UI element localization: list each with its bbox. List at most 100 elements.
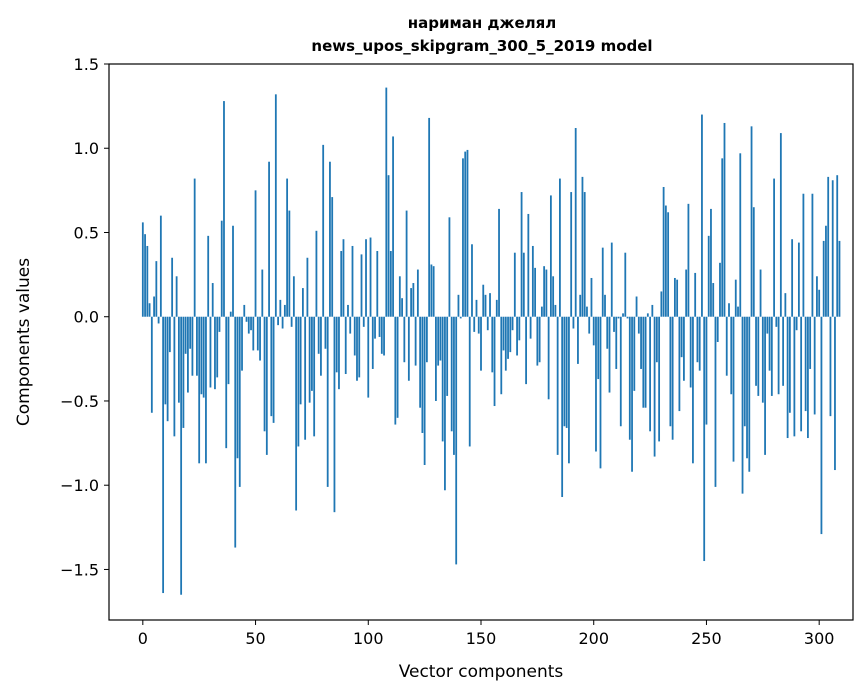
bar (513, 252, 516, 317)
y-tick-label: 1.0 (74, 139, 99, 158)
bar (259, 316, 261, 361)
bar (453, 316, 455, 455)
bar (507, 316, 509, 359)
bar (486, 316, 489, 331)
bar (554, 304, 557, 317)
bar (347, 304, 349, 317)
bar (547, 316, 550, 400)
bar (308, 316, 311, 403)
x-tick-label: 200 (578, 629, 609, 648)
bar (793, 316, 796, 437)
bar (421, 316, 424, 433)
x-tick-label: 250 (691, 629, 722, 648)
bar (439, 316, 442, 361)
bar (658, 316, 661, 442)
bar (604, 294, 606, 317)
bar (205, 316, 207, 464)
bar (378, 316, 381, 337)
bar (173, 316, 176, 437)
bar (297, 316, 300, 447)
bar (326, 316, 329, 487)
bar (468, 316, 471, 447)
bar (428, 117, 431, 317)
bar (168, 316, 171, 353)
bar (410, 288, 413, 317)
bar (229, 311, 232, 317)
bar (549, 195, 552, 317)
bar (252, 316, 255, 351)
bar (236, 316, 239, 459)
bar (531, 245, 534, 317)
bar (689, 316, 692, 388)
bar (725, 316, 728, 376)
bar (619, 316, 622, 427)
bar (511, 316, 514, 331)
bar (268, 161, 270, 317)
bar (739, 153, 742, 317)
bar (358, 316, 361, 378)
bar (340, 251, 343, 317)
y-axis-label: Components values (14, 258, 34, 426)
bar (425, 316, 428, 363)
bar (177, 316, 180, 403)
bar (220, 220, 223, 317)
bar (153, 296, 155, 317)
bar (809, 316, 812, 369)
bar (502, 316, 505, 351)
bar (716, 316, 719, 342)
bar (270, 316, 273, 417)
bar (306, 257, 309, 317)
bar (351, 245, 354, 317)
bar (525, 316, 527, 385)
bar (367, 316, 370, 398)
bar (572, 316, 575, 329)
bar (362, 316, 365, 327)
bar (788, 316, 791, 413)
y-tick-label: −1.5 (60, 560, 99, 579)
bar (482, 284, 485, 317)
bar (299, 316, 302, 405)
bar (446, 316, 449, 396)
bar (807, 316, 809, 439)
bar (545, 269, 548, 317)
bar (635, 296, 638, 317)
bar (820, 316, 823, 535)
bar (227, 316, 230, 385)
bar (633, 316, 636, 391)
bar (520, 192, 523, 317)
bar (613, 316, 615, 332)
bar (606, 316, 609, 349)
bar (568, 316, 570, 464)
bar (543, 266, 546, 317)
bar (676, 279, 679, 317)
y-axis-ticks: 1.5 1.0 0.5 0.0 −0.5 −1.0 −1.5 (60, 55, 109, 579)
bar (455, 316, 458, 565)
bar (552, 276, 555, 317)
bar (766, 316, 769, 334)
bar (784, 293, 787, 317)
bar (601, 247, 604, 317)
bar (570, 192, 573, 317)
bar (721, 158, 724, 317)
bar (529, 316, 532, 339)
bar (673, 277, 676, 317)
bar (617, 316, 620, 319)
x-tick-label: 300 (804, 629, 835, 648)
bar (802, 193, 805, 317)
bar (292, 276, 295, 317)
bar (353, 316, 356, 356)
bar (773, 178, 775, 317)
bar (592, 316, 595, 346)
bar (829, 316, 832, 417)
bar (777, 316, 780, 395)
bar (667, 212, 670, 317)
bar (171, 257, 174, 317)
bar (831, 180, 834, 317)
bar (683, 316, 685, 381)
bar (360, 254, 363, 317)
bar (536, 316, 539, 366)
bar (818, 289, 821, 317)
bar (764, 316, 766, 455)
bar (441, 316, 444, 442)
bar (477, 316, 480, 334)
